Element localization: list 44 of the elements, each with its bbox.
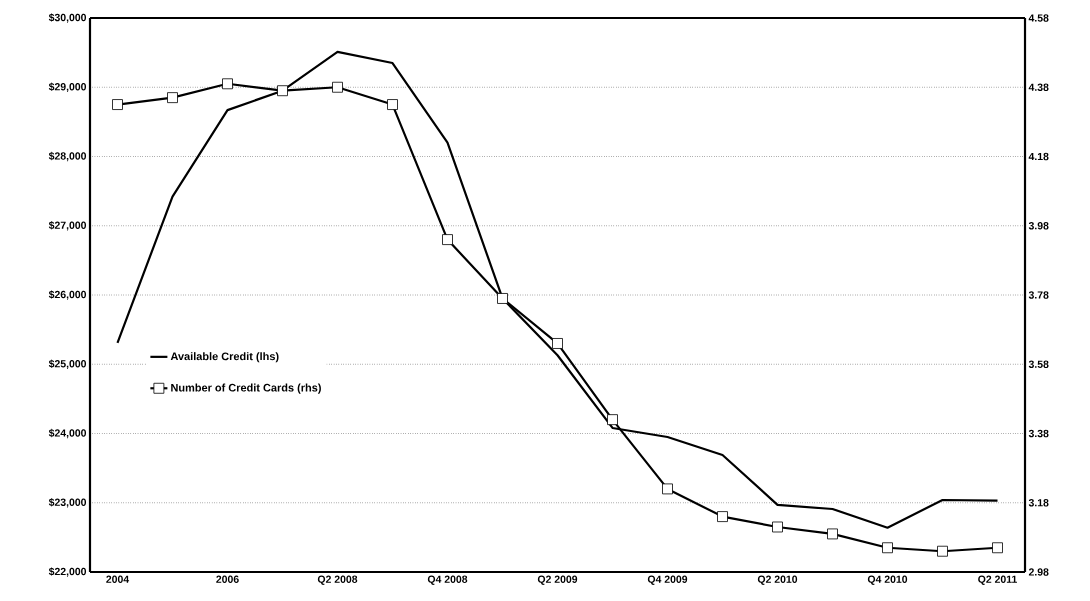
point (717, 511, 728, 522)
point (112, 99, 123, 110)
x-tick-label: Q4 2010 (867, 575, 908, 585)
y2-tick-label: 2.98 (1028, 568, 1049, 576)
x-tick-label: Q2 2009 (537, 575, 578, 585)
point (222, 78, 233, 90)
y2-tick-label: 3.38 (1028, 429, 1049, 438)
y-tick-label: $30,000 (48, 13, 87, 23)
point (442, 234, 453, 245)
x-tick-label: Q4 2009 (647, 575, 688, 585)
x-tick-label: Q2 2011 (978, 575, 1017, 585)
legend-label: Number of Credit Cards (rhs) (171, 383, 321, 394)
y-tick-label: $26,000 (48, 290, 87, 300)
y-tick-label: $23,000 (48, 498, 87, 508)
y-tick-label: $27,000 (48, 221, 87, 231)
y-tick-label: $24,000 (48, 428, 87, 439)
point (662, 483, 673, 495)
point (772, 521, 783, 533)
y-tick-label: $29,000 (48, 82, 87, 92)
point (992, 542, 1003, 554)
x-tick-label: Q2 2008 (317, 575, 358, 585)
x-tick-label: 2004 (106, 575, 130, 583)
point (552, 338, 563, 349)
y2-tick-label: 4.58 (1028, 14, 1049, 22)
point (387, 99, 398, 110)
point (167, 92, 178, 104)
y-tick-label: $28,000 (48, 151, 87, 162)
point (882, 542, 893, 554)
legend-label: Available Credit (lhs) (170, 352, 279, 363)
y2-tick-label: 3.18 (1028, 499, 1049, 507)
point (937, 545, 948, 557)
y2-tick-label: 3.78 (1028, 291, 1049, 299)
y-tick-label: $22,000 (48, 567, 87, 577)
y-tick-label: $25,000 (48, 359, 87, 369)
point (607, 414, 618, 426)
y2-tick-label: 4.38 (1028, 83, 1049, 91)
y2-tick-label: 3.98 (1028, 222, 1049, 230)
y2-tick-label: 3.58 (1028, 360, 1049, 368)
y2-tick-label: 4.18 (1028, 152, 1049, 161)
point (827, 528, 838, 540)
x-tick-label: Q2 2010 (757, 575, 798, 585)
x-tick-label: 2006 (216, 575, 239, 583)
x-tick-label: Q4 2008 (427, 575, 468, 585)
point (332, 81, 343, 93)
